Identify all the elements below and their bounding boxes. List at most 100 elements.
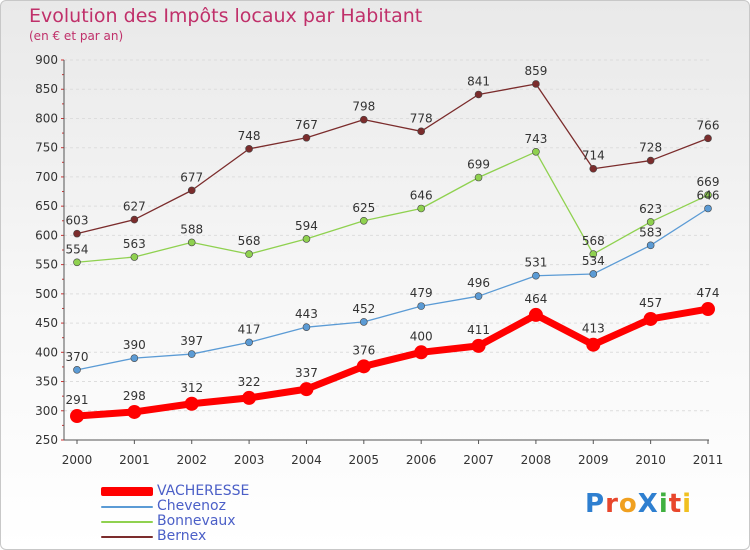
data-label: 411 (467, 323, 490, 337)
data-label: 534 (582, 254, 605, 268)
legend: VACHERESSE Chevenoz Bonnevaux Bernex (101, 483, 361, 545)
data-point (127, 404, 142, 419)
data-point (589, 250, 598, 258)
data-point (302, 235, 311, 243)
y-tick-label: 550 (35, 258, 58, 272)
legend-label: VACHERESSE (157, 483, 250, 499)
y-tick-label: 750 (35, 141, 58, 155)
data-label: 370 (66, 350, 89, 364)
data-point (242, 390, 257, 405)
series-line-bernex (76, 83, 709, 235)
y-tick-label: 800 (35, 111, 58, 125)
data-point (245, 250, 253, 258)
data-label: 400 (410, 329, 433, 343)
data-label: 390 (123, 338, 146, 352)
data-point (245, 338, 253, 347)
x-tick-label: 2010 (635, 453, 666, 467)
data-point (704, 134, 712, 143)
data-point (73, 366, 81, 374)
data-point (417, 302, 425, 310)
data-point (184, 396, 199, 411)
data-point (474, 173, 483, 182)
data-label: 312 (180, 381, 203, 395)
data-point (360, 115, 368, 124)
legend-item-chevenoz: Chevenoz (101, 498, 361, 515)
data-point (302, 133, 311, 142)
data-point (356, 359, 371, 374)
data-point (643, 311, 658, 326)
data-point (70, 409, 84, 424)
data-label: 748 (238, 129, 261, 143)
data-point (360, 318, 368, 326)
data-point (474, 292, 483, 300)
data-label: 714 (582, 149, 605, 163)
data-point (417, 127, 425, 136)
proxiti-logo: ProXiti (585, 489, 693, 519)
data-point (589, 164, 598, 173)
y-tick-label: 500 (35, 287, 58, 301)
data-label: 594 (295, 219, 318, 233)
data-label: 531 (524, 256, 547, 270)
data-point (73, 258, 81, 267)
data-point (245, 145, 253, 153)
data-label: 397 (180, 334, 203, 348)
data-label: 291 (66, 393, 89, 407)
data-label: 767 (295, 118, 318, 132)
data-label: 563 (123, 237, 146, 251)
series-line-vacheresse (76, 305, 709, 420)
data-point (532, 271, 540, 280)
data-label: 554 (66, 242, 89, 256)
data-point (528, 307, 543, 322)
data-label: 669 (697, 175, 720, 189)
data-label: 841 (467, 74, 490, 88)
chart-title: Evolution des Impôts locaux par Habitant (29, 5, 423, 27)
legend-swatch (101, 536, 153, 538)
legend-item-bernex: Bernex (101, 528, 361, 545)
data-label: 322 (238, 375, 261, 389)
data-label: 496 (467, 276, 490, 290)
y-tick-label: 850 (35, 82, 58, 96)
data-label: 627 (123, 200, 146, 214)
data-label: 583 (639, 225, 662, 239)
data-label: 798 (352, 100, 375, 114)
x-tick-label: 2001 (119, 453, 150, 467)
data-label: 443 (295, 307, 318, 321)
data-point (187, 350, 196, 358)
data-point (704, 191, 712, 199)
data-point (360, 216, 368, 225)
data-label: 298 (123, 389, 146, 403)
x-tick-label: 2003 (234, 453, 265, 467)
data-label: 677 (180, 170, 203, 184)
data-label: 699 (467, 158, 490, 172)
data-label: 603 (66, 214, 89, 228)
data-label: 479 (410, 286, 433, 300)
data-point (302, 323, 311, 331)
x-tick-label: 2011 (693, 453, 724, 467)
data-label: 625 (352, 201, 375, 215)
data-label: 623 (639, 202, 662, 216)
x-tick-label: 2004 (291, 453, 322, 467)
data-label: 728 (639, 141, 662, 155)
series-line-bonnevaux (76, 151, 709, 263)
x-tick-label: 2005 (349, 453, 380, 467)
data-point (414, 345, 429, 360)
data-point (646, 156, 655, 165)
data-point (646, 218, 655, 226)
data-point (187, 186, 196, 195)
data-label: 464 (524, 292, 547, 306)
y-tick-label: 900 (35, 53, 58, 67)
x-tick-label: 2000 (62, 453, 93, 467)
data-point (130, 215, 139, 224)
data-point (589, 270, 598, 278)
y-tick-label: 250 (35, 433, 58, 447)
data-point (471, 338, 486, 353)
data-label: 474 (697, 286, 720, 300)
legend-label: Bernex (157, 528, 207, 544)
legend-swatch (101, 521, 153, 523)
y-tick-label: 700 (35, 170, 58, 184)
x-tick-label: 2007 (463, 453, 494, 467)
data-label: 646 (410, 188, 433, 202)
data-point (532, 80, 540, 88)
data-label: 337 (295, 366, 318, 380)
